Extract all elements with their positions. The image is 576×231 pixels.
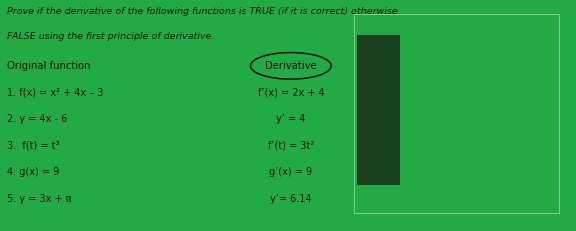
Text: Original function: Original function [7, 61, 90, 71]
Text: 4. g(x) = 9: 4. g(x) = 9 [7, 167, 59, 177]
Text: 3.  f(t) = t³: 3. f(t) = t³ [7, 140, 59, 151]
Text: y’ = 4: y’ = 4 [276, 114, 305, 124]
Text: Derivative: Derivative [265, 61, 317, 71]
Text: f’(t) = 3t²: f’(t) = 3t² [268, 140, 314, 151]
Text: 2. y = 4x - 6: 2. y = 4x - 6 [7, 114, 67, 124]
Text: Prove if the derivative of the following functions is TRUE (if it is correct) ot: Prove if the derivative of the following… [7, 7, 397, 16]
FancyBboxPatch shape [357, 35, 400, 185]
Text: y’= 6.14: y’= 6.14 [270, 194, 312, 204]
Text: FALSE using the first principle of derivative.: FALSE using the first principle of deriv… [7, 32, 214, 41]
Text: 5. y = 3x + π: 5. y = 3x + π [7, 194, 71, 204]
Text: f’(x) = 2x + 4: f’(x) = 2x + 4 [257, 87, 324, 97]
Text: 1. f(x) = x² + 4x – 3: 1. f(x) = x² + 4x – 3 [7, 87, 103, 97]
Text: g’(x) = 9: g’(x) = 9 [270, 167, 312, 177]
FancyBboxPatch shape [354, 14, 559, 213]
